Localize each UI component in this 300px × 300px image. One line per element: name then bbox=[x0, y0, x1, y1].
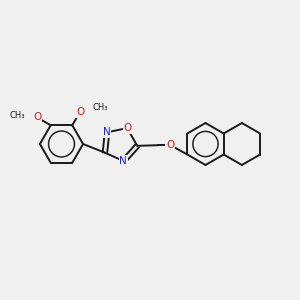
Text: N: N bbox=[119, 156, 127, 166]
Text: O: O bbox=[33, 112, 41, 122]
Text: N: N bbox=[103, 128, 111, 137]
Text: CH₃: CH₃ bbox=[9, 112, 25, 121]
Text: O: O bbox=[124, 123, 132, 133]
Text: O: O bbox=[166, 140, 174, 150]
Text: CH₃: CH₃ bbox=[93, 103, 108, 112]
Text: O: O bbox=[76, 107, 84, 117]
